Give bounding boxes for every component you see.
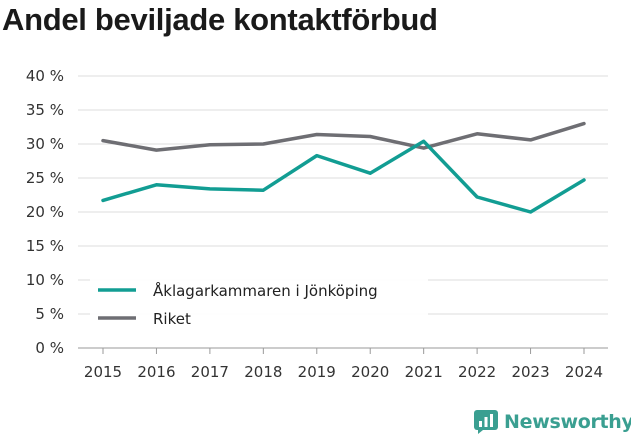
x-tick-label: 2022	[458, 363, 496, 381]
y-axis: 0 % 5 % 10 % 15 % 20 % 25 % 30 % 35 % 40 %	[26, 67, 64, 357]
legend-label: Åklagarkammaren i Jönköping	[153, 281, 378, 300]
y-tick-label: 40 %	[26, 67, 64, 85]
x-tick-label: 2015	[84, 363, 122, 381]
brand-logo: Newsworthy	[474, 406, 631, 438]
x-tick-label: 2023	[511, 363, 549, 381]
chart-title: Andel beviljade kontaktförbud	[2, 2, 438, 37]
line-chart: 0 %5 %10 %15 %20 %25 %30 %35 %40 % 2015 2…	[26, 67, 608, 381]
series-lines	[101, 121, 586, 214]
x-tick-label: 2024	[565, 363, 603, 381]
y-tick-label: 25 %	[26, 169, 64, 187]
y-tick-label: 10 %	[26, 271, 64, 289]
brand-name: Newsworthy	[504, 411, 631, 433]
legend-label: Riket	[153, 310, 191, 328]
y-tick-label: 5 %	[35, 305, 64, 323]
x-tick-label: 2021	[405, 363, 443, 381]
legend: Åklagarkammaren i Jönköping Riket	[90, 273, 428, 331]
x-axis: 2015 2016 2017 2018 2019 2020 2021 2022 2023 2024	[84, 348, 603, 381]
series-line	[101, 139, 586, 214]
y-tick-label: 30 %	[26, 135, 64, 153]
x-tick-label: 2016	[137, 363, 175, 381]
y-tick-label: 20 %	[26, 203, 64, 221]
legend-background	[90, 273, 428, 331]
x-tick-label: 2020	[351, 363, 389, 381]
y-tick-label: 0 %	[35, 339, 64, 357]
series-line	[101, 121, 586, 152]
x-tick-label: 2019	[298, 363, 336, 381]
y-tick-label: 15 %	[26, 237, 64, 255]
x-tick-label: 2018	[244, 363, 282, 381]
bar-chart-logo-icon	[474, 410, 498, 434]
y-tick-label: 35 %	[26, 101, 64, 119]
x-tick-label: 2017	[191, 363, 229, 381]
